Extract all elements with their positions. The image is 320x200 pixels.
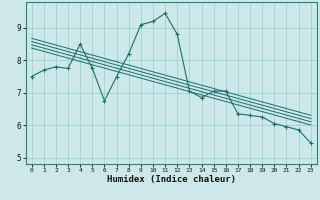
X-axis label: Humidex (Indice chaleur): Humidex (Indice chaleur): [107, 175, 236, 184]
